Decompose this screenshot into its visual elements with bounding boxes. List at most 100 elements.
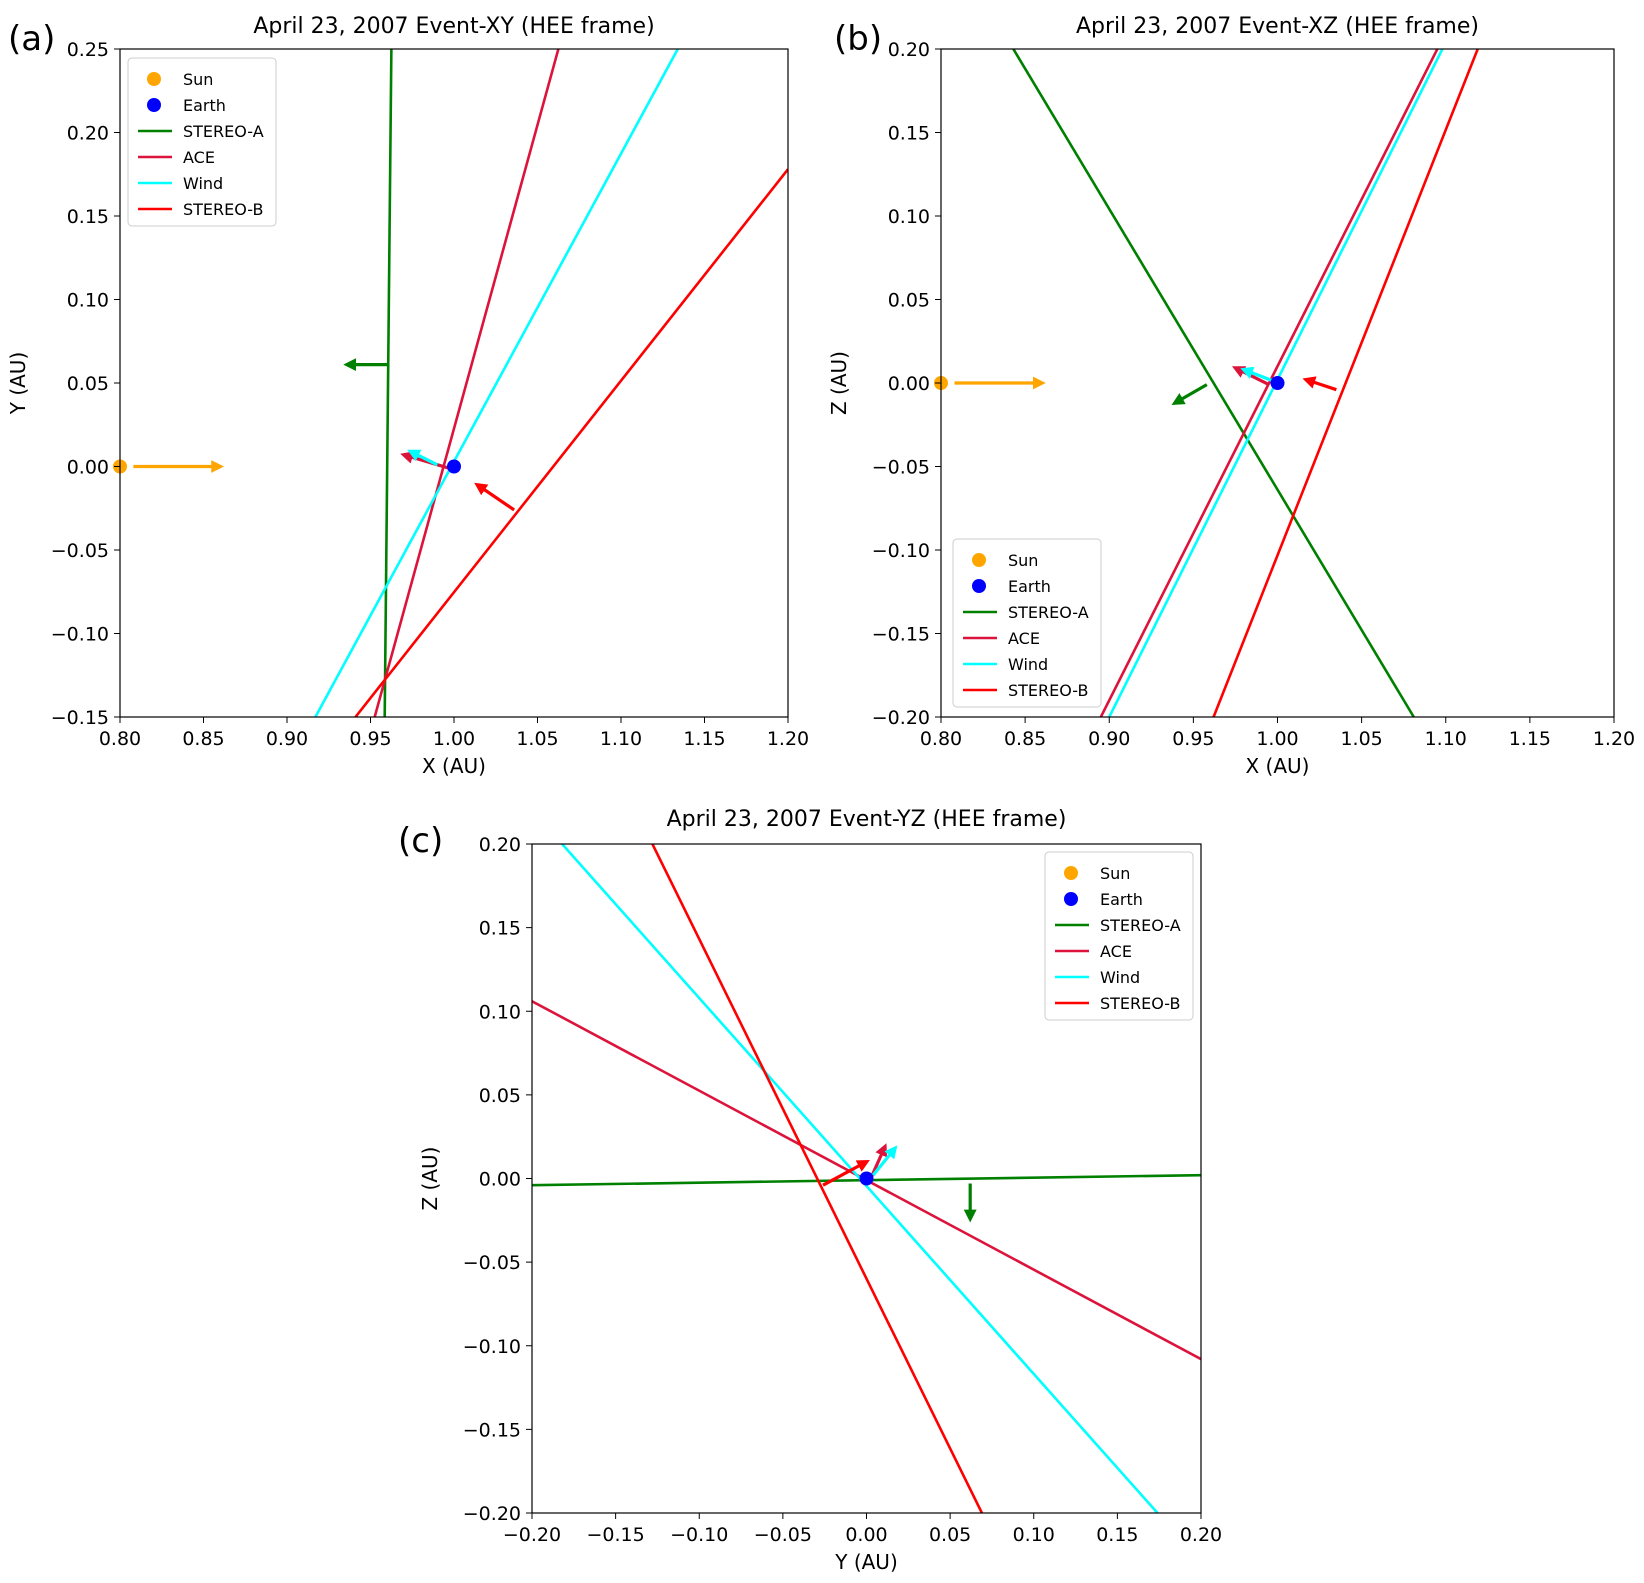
panel-a-legend-entry-stereo-a: STEREO-A (138, 122, 264, 141)
panel-a-xtick-label: 1.20 (767, 728, 809, 750)
panel-b-ytick-label: 0.00 (888, 373, 930, 395)
panel-b-xtick-label: 0.80 (920, 728, 962, 750)
panel-c-legend-entry-stereo-a: STEREO-A (1055, 916, 1181, 935)
panel-c: (c) April 23, 2007 Event-YZ (HEE frame) −0… (398, 807, 1222, 1574)
panel-a-xtick-label: 1.05 (516, 728, 558, 750)
panel-a-series-wind (314, 49, 679, 717)
panel-c-legend-entry-wind: Wind (1055, 968, 1140, 987)
panel-b-legend-entry-stereo-a: STEREO-A (963, 603, 1089, 622)
panel-c-arrow-ace (870, 1143, 888, 1178)
panel-c-xtick-label: −0.20 (503, 1524, 561, 1546)
panel-b-ytick-label: 0.05 (888, 290, 930, 312)
panel-a-ylabel: Y (AU) (6, 352, 30, 416)
panel-b-legend-entry-sun: Sun (972, 551, 1038, 570)
panel-c-legend-marker-sun (1064, 866, 1078, 880)
panel-c-ytick-label: 0.10 (479, 1001, 521, 1023)
panel-a-ytick-label: 0.10 (67, 290, 109, 312)
panel-a-xtick-label: 0.85 (182, 728, 224, 750)
panel-a-legend-entry-wind: Wind (138, 174, 223, 193)
panel-b-point-earth (1270, 376, 1285, 390)
panel-a-legend-entry-earth: Earth (147, 96, 226, 115)
panel-b-xtick-label: 1.00 (1256, 728, 1298, 750)
panel-b-legend-marker-earth (972, 579, 986, 593)
panel-c-legend: Sun Earth STEREO-A ACE Wind STEREO-B (1044, 851, 1194, 1021)
panel-c-xlabel: Y (AU) (834, 1550, 898, 1574)
panel-a-legend-label: Wind (183, 174, 223, 193)
panel-b-legend-entry-earth: Earth (972, 577, 1051, 596)
panel-a-xtick-label: 0.95 (349, 728, 391, 750)
panel-c-legend-label: Wind (1100, 968, 1140, 987)
panel-b-ytick-label: −0.20 (872, 707, 930, 729)
panel-b-xtick-label: 1.20 (1593, 728, 1635, 750)
panel-c-ytick-label: −0.15 (463, 1419, 521, 1441)
panel-b-legend-label: Wind (1008, 655, 1048, 674)
panel-c-legend-label: ACE (1100, 942, 1132, 961)
panel-c-ylabel: Z (AU) (418, 1147, 442, 1211)
panel-b-xtick-label: 0.85 (1004, 728, 1046, 750)
panel-b-series-stereo-a (1012, 49, 1415, 717)
panel-a-legend: Sun Earth STEREO-A ACE Wind STEREO-B (127, 57, 277, 227)
panel-a-xtick-label: 1.00 (433, 728, 475, 750)
panel-b-ytick-label: 0.10 (888, 206, 930, 228)
panel-a-legend-entry-ace: ACE (138, 148, 215, 167)
panel-c-legend-entry-ace: ACE (1055, 942, 1132, 961)
panel-c-point-earth (859, 1171, 874, 1186)
panel-b-legend-label: STEREO-B (1008, 681, 1088, 700)
panel-b-ytick-label: −0.05 (872, 457, 930, 479)
panel-a: (a) April 23, 2007 Event-XY (HEE frame) 0.… (6, 14, 809, 778)
panel-a-series-ace (373, 49, 560, 717)
panel-b-xtick-label: 0.95 (1172, 728, 1214, 750)
panel-c-legend-label: Sun (1100, 864, 1130, 883)
panel-b-plot-area (954, 49, 1479, 717)
panel-b-legend: Sun Earth STEREO-A ACE Wind STEREO-B (952, 538, 1102, 708)
panel-b-legend-label: ACE (1008, 629, 1040, 648)
panel-a-series-stereo-a (383, 49, 393, 717)
panel-c-arrow-stereo-b (822, 1159, 870, 1187)
panel-b-ytick-label: −0.10 (872, 540, 930, 562)
panel-a-ytick-label: −0.05 (51, 540, 109, 562)
panel-a-tag: (a) (8, 19, 55, 59)
panel-b-tag: (b) (834, 19, 882, 59)
panel-a-ytick-label: 0.15 (67, 206, 109, 228)
panel-b-legend-entry-ace: ACE (963, 629, 1040, 648)
panel-c-legend-label: STEREO-B (1100, 994, 1180, 1013)
panel-a-legend-label: ACE (183, 148, 215, 167)
panel-b-xtick-label: 1.15 (1509, 728, 1551, 750)
panel-c-ytick-label: −0.05 (463, 1252, 521, 1274)
panel-b-legend-entry-stereo-b: STEREO-B (963, 681, 1088, 700)
panel-a-legend-marker-earth (147, 98, 161, 112)
panel-a-arrow-ace (400, 451, 450, 470)
panel-c-xtick-label: −0.10 (670, 1524, 728, 1546)
panel-c-xtick-label: 0.15 (1096, 1524, 1138, 1546)
panel-b-ytick-label: 0.20 (888, 39, 930, 61)
panel-a-xtick-label: 1.15 (683, 728, 725, 750)
panel-c-legend-marker-earth (1064, 892, 1078, 906)
panel-a-xtick-label: 0.90 (266, 728, 308, 750)
panel-c-ytick-label: −0.20 (463, 1503, 521, 1525)
panel-a-ytick-label: 0.25 (67, 39, 109, 61)
panel-c-ytick-label: 0.00 (479, 1169, 521, 1191)
panel-c-legend-label: Earth (1100, 890, 1143, 909)
panel-b-ylabel: Z (AU) (827, 351, 851, 415)
panel-b-arrow-wind (1240, 366, 1275, 383)
panel-c-xtick-label: 0.00 (845, 1524, 887, 1546)
panel-b-ytick-label: 0.15 (888, 123, 930, 145)
panel-c-ytick-label: 0.20 (479, 834, 521, 856)
panel-b-legend-label: STEREO-A (1008, 603, 1089, 622)
panel-b-legend-label: Earth (1008, 577, 1051, 596)
panel-b-xtick-label: 0.90 (1088, 728, 1130, 750)
panel-c-ytick-label: −0.10 (463, 1336, 521, 1358)
panel-b-legend-marker-sun (972, 553, 986, 567)
panel-a-ytick-label: 0.05 (67, 373, 109, 395)
panel-b: (b) April 23, 2007 Event-XZ (HEE frame) 0.… (827, 14, 1635, 778)
panel-a-ytick-label: 0.00 (67, 457, 109, 479)
panel-b-xtick-label: 1.10 (1425, 728, 1467, 750)
panel-a-legend-marker-sun (147, 72, 161, 86)
panel-c-legend-entry-earth: Earth (1064, 890, 1143, 909)
panel-a-ytick-label: −0.15 (51, 707, 109, 729)
panel-a-legend-label: STEREO-A (183, 122, 264, 141)
panel-c-series-stereo-b (651, 844, 984, 1513)
panel-a-plot-area (133, 49, 788, 717)
panel-c-ytick-label: 0.15 (479, 918, 521, 940)
